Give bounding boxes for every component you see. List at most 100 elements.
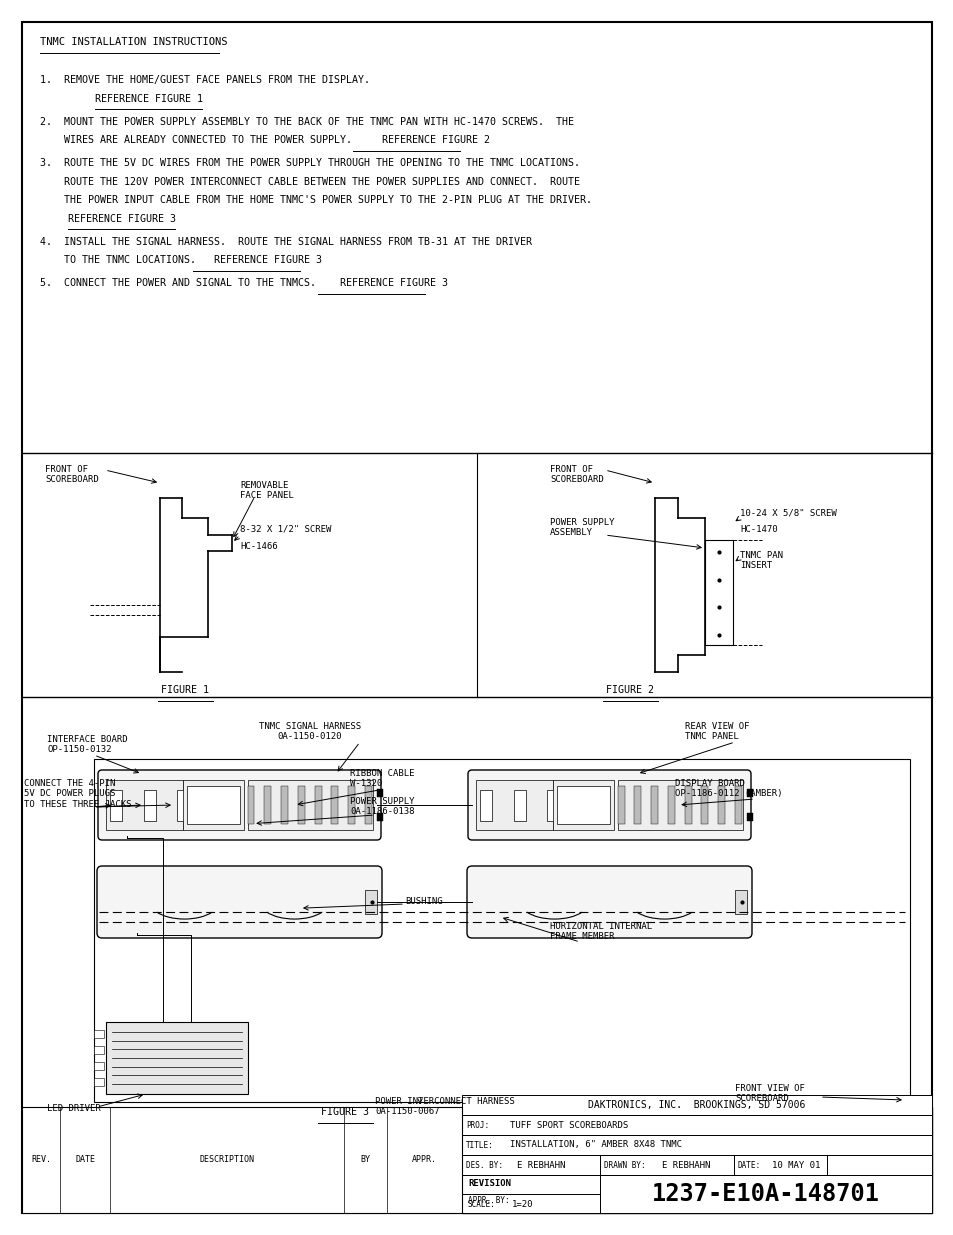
Bar bbox=[650, 787, 658, 824]
Bar bbox=[94, 1062, 104, 1070]
Bar bbox=[281, 787, 288, 824]
Text: E REBHAHN: E REBHAHN bbox=[517, 1161, 565, 1170]
Text: REFERENCE FIGURE 3: REFERENCE FIGURE 3 bbox=[68, 214, 175, 224]
Text: PROJ:: PROJ: bbox=[465, 1120, 489, 1130]
Text: FIGURE 1: FIGURE 1 bbox=[161, 685, 209, 695]
Bar bbox=[461, 1155, 931, 1174]
Text: BY: BY bbox=[360, 1156, 370, 1165]
Bar bbox=[461, 1095, 931, 1115]
Text: 5.  CONNECT THE POWER AND SIGNAL TO THE TNMCS.    REFERENCE FIGURE 3: 5. CONNECT THE POWER AND SIGNAL TO THE T… bbox=[40, 279, 448, 289]
Bar bbox=[247, 781, 373, 830]
Bar bbox=[247, 787, 254, 824]
Text: 1.  REMOVE THE HOME/GUEST FACE PANELS FROM THE DISPLAY.: 1. REMOVE THE HOME/GUEST FACE PANELS FRO… bbox=[40, 75, 370, 85]
Text: FRONT OF
SCOREBOARD: FRONT OF SCOREBOARD bbox=[45, 466, 99, 484]
Text: POWER SUPPLY
ASSEMBLY: POWER SUPPLY ASSEMBLY bbox=[550, 517, 614, 537]
Bar bbox=[734, 889, 746, 914]
Bar bbox=[546, 789, 558, 820]
Text: HC-1470: HC-1470 bbox=[740, 525, 777, 534]
Text: FRONT VIEW OF
SCOREBOARD: FRONT VIEW OF SCOREBOARD bbox=[734, 1084, 804, 1103]
Bar bbox=[599, 1174, 931, 1213]
Bar bbox=[704, 540, 732, 645]
Text: 1=20: 1=20 bbox=[512, 1200, 533, 1209]
Bar bbox=[746, 789, 752, 797]
Text: TITLE:: TITLE: bbox=[465, 1140, 494, 1150]
Bar bbox=[94, 760, 909, 1102]
Bar bbox=[718, 787, 724, 824]
Text: DRAWN BY:: DRAWN BY: bbox=[603, 1161, 645, 1170]
Text: TNMC PAN
INSERT: TNMC PAN INSERT bbox=[740, 551, 782, 571]
Text: DESCRIPTION: DESCRIPTION bbox=[199, 1156, 254, 1165]
Text: INSTALLATION, 6" AMBER 8X48 TNMC: INSTALLATION, 6" AMBER 8X48 TNMC bbox=[510, 1140, 681, 1150]
Text: DATE: DATE bbox=[75, 1156, 95, 1165]
Text: THE POWER INPUT CABLE FROM THE HOME TNMC'S POWER SUPPLY TO THE 2-PIN PLUG AT THE: THE POWER INPUT CABLE FROM THE HOME TNMC… bbox=[40, 195, 592, 205]
Text: DES. BY:: DES. BY: bbox=[465, 1161, 502, 1170]
Text: TUFF SPORT SCOREBOARDS: TUFF SPORT SCOREBOARDS bbox=[510, 1120, 628, 1130]
Text: APPR.: APPR. bbox=[412, 1156, 436, 1165]
Text: POWER SUPPLY
0A-1186-0138: POWER SUPPLY 0A-1186-0138 bbox=[350, 797, 414, 816]
Text: 3.  ROUTE THE 5V DC WIRES FROM THE POWER SUPPLY THROUGH THE OPENING TO THE TNMC : 3. ROUTE THE 5V DC WIRES FROM THE POWER … bbox=[40, 158, 579, 168]
Text: E REBHAHN: E REBHAHN bbox=[661, 1161, 710, 1170]
Bar bbox=[684, 787, 691, 824]
Text: 10-24 X 5/8" SCREW: 10-24 X 5/8" SCREW bbox=[740, 508, 836, 517]
Text: DAKTRONICS, INC.  BROOKINGS, SD 57006: DAKTRONICS, INC. BROOKINGS, SD 57006 bbox=[588, 1100, 805, 1110]
Bar bbox=[461, 1135, 931, 1155]
Text: ROUTE THE 120V POWER INTERCONNECT CABLE BETWEEN THE POWER SUPPLIES AND CONNECT. : ROUTE THE 120V POWER INTERCONNECT CABLE … bbox=[40, 177, 579, 186]
FancyBboxPatch shape bbox=[98, 769, 380, 840]
Text: TNMC SIGNAL HARNESS
0A-1150-0120: TNMC SIGNAL HARNESS 0A-1150-0120 bbox=[258, 722, 360, 741]
Bar bbox=[106, 1023, 248, 1094]
Bar bbox=[667, 787, 674, 824]
Bar bbox=[376, 789, 382, 797]
Bar bbox=[297, 787, 305, 824]
Bar bbox=[746, 814, 752, 821]
Text: 4.  INSTALL THE SIGNAL HARNESS.  ROUTE THE SIGNAL HARNESS FROM TB-31 AT THE DRIV: 4. INSTALL THE SIGNAL HARNESS. ROUTE THE… bbox=[40, 237, 532, 247]
Bar bbox=[476, 781, 553, 830]
Bar bbox=[110, 789, 122, 820]
Text: FIGURE 2: FIGURE 2 bbox=[605, 685, 654, 695]
Bar bbox=[700, 787, 708, 824]
Bar bbox=[365, 889, 376, 914]
Text: REMOVABLE
FACE PANEL: REMOVABLE FACE PANEL bbox=[240, 480, 294, 500]
Bar bbox=[314, 787, 321, 824]
Text: DATE:: DATE: bbox=[738, 1161, 760, 1170]
Text: BUSHING: BUSHING bbox=[405, 897, 442, 906]
FancyBboxPatch shape bbox=[97, 866, 381, 939]
Bar bbox=[22, 1107, 461, 1213]
Text: DISPLAY BOARD
OP-1186-0112 (AMBER): DISPLAY BOARD OP-1186-0112 (AMBER) bbox=[675, 779, 781, 798]
Bar bbox=[461, 1115, 931, 1135]
Bar bbox=[177, 789, 189, 820]
Text: REVISION: REVISION bbox=[468, 1179, 511, 1188]
Bar bbox=[617, 787, 624, 824]
Bar bbox=[365, 787, 372, 824]
Bar bbox=[94, 1078, 104, 1086]
Bar bbox=[264, 787, 271, 824]
Text: 8-32 X 1/2" SCREW: 8-32 X 1/2" SCREW bbox=[240, 525, 331, 534]
Text: RIBBON CABLE
W-1320: RIBBON CABLE W-1320 bbox=[350, 769, 414, 788]
Text: 10 MAY 01: 10 MAY 01 bbox=[771, 1161, 820, 1170]
Text: INTERFACE BOARD
OP-1150-0132: INTERFACE BOARD OP-1150-0132 bbox=[47, 735, 128, 755]
Bar bbox=[183, 781, 243, 830]
Text: 2.  MOUNT THE POWER SUPPLY ASSEMBLY TO THE BACK OF THE TNMC PAN WITH HC-1470 SCR: 2. MOUNT THE POWER SUPPLY ASSEMBLY TO TH… bbox=[40, 116, 574, 127]
Bar bbox=[187, 787, 239, 824]
Text: CONNECT THE 4-PIN
5V DC POWER PLUGS
TO THESE THREE JACKS: CONNECT THE 4-PIN 5V DC POWER PLUGS TO T… bbox=[24, 779, 132, 809]
Text: REAR VIEW OF
TNMC PANEL: REAR VIEW OF TNMC PANEL bbox=[684, 722, 749, 741]
Text: FIGURE 3: FIGURE 3 bbox=[320, 1107, 369, 1116]
Bar bbox=[106, 781, 183, 830]
Text: TNMC INSTALLATION INSTRUCTIONS: TNMC INSTALLATION INSTRUCTIONS bbox=[40, 37, 227, 47]
FancyBboxPatch shape bbox=[468, 769, 750, 840]
Bar bbox=[634, 787, 640, 824]
Bar bbox=[94, 1046, 104, 1053]
Bar bbox=[557, 787, 609, 824]
Bar bbox=[461, 1107, 931, 1213]
Text: REFERENCE FIGURE 1: REFERENCE FIGURE 1 bbox=[95, 94, 203, 104]
Text: LED DRIVER: LED DRIVER bbox=[47, 1104, 101, 1113]
Bar bbox=[94, 1030, 104, 1037]
Bar bbox=[461, 1174, 599, 1213]
Bar bbox=[143, 789, 155, 820]
Text: WIRES ARE ALREADY CONNECTED TO THE POWER SUPPLY.     REFERENCE FIGURE 2: WIRES ARE ALREADY CONNECTED TO THE POWER… bbox=[40, 135, 490, 146]
Text: FRONT OF
SCOREBOARD: FRONT OF SCOREBOARD bbox=[550, 466, 603, 484]
Bar bbox=[553, 781, 613, 830]
Text: REV.: REV. bbox=[30, 1156, 51, 1165]
Text: SCALE:: SCALE: bbox=[468, 1200, 496, 1209]
Text: POWER INTERCONNECT HARNESS
0A-1150-0067: POWER INTERCONNECT HARNESS 0A-1150-0067 bbox=[375, 1097, 515, 1116]
Bar bbox=[479, 789, 492, 820]
